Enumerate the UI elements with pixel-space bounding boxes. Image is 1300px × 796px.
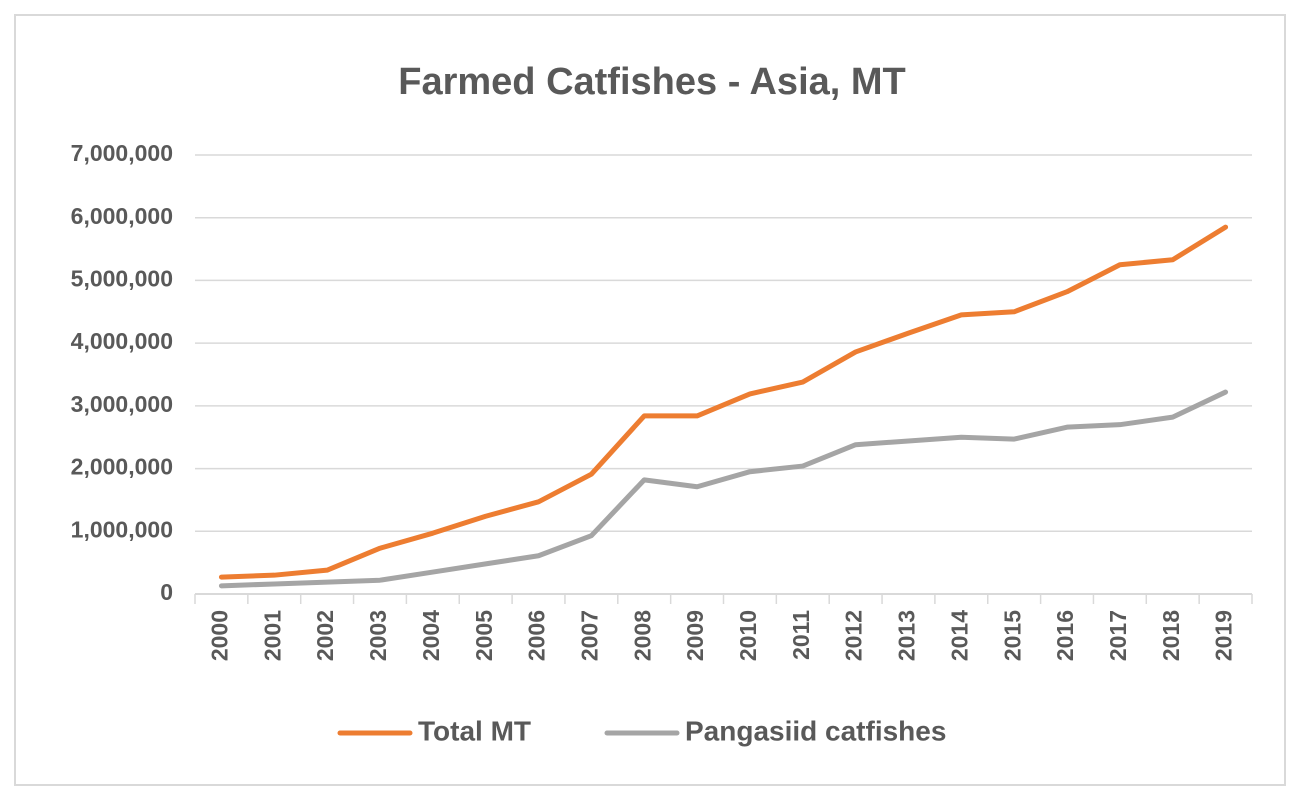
y-tick-label: 1,000,000 (71, 516, 173, 542)
x-tick-label: 2018 (1158, 610, 1184, 661)
x-tick-label: 2006 (524, 610, 550, 661)
chart-border (14, 14, 1286, 786)
y-tick-label: 0 (160, 579, 173, 605)
x-tick-label: 2009 (682, 610, 708, 661)
series-line (218, 224, 1229, 580)
x-tick-label: 2019 (1211, 610, 1237, 661)
x-tick-label: 2015 (999, 610, 1025, 661)
x-tick-label: 2013 (894, 610, 920, 661)
legend-label: Total MT (418, 715, 531, 746)
chart-title: Farmed Catfishes - Asia, MT (398, 61, 906, 103)
x-tick-label: 2003 (365, 610, 391, 661)
y-tick-label: 4,000,000 (71, 328, 173, 354)
y-tick-label: 3,000,000 (71, 391, 173, 417)
x-tick-label: 2005 (471, 610, 497, 661)
x-tick-label: 2008 (629, 610, 655, 661)
x-tick-label: 2016 (1052, 610, 1078, 661)
x-tick-label: 2002 (312, 610, 338, 661)
x-tick-label: 2017 (1105, 610, 1131, 661)
x-tick-label: 2007 (576, 610, 602, 661)
x-tick-label: 2014 (946, 610, 972, 661)
x-tick-label: 2001 (259, 610, 285, 661)
x-tick-label: 2012 (841, 610, 867, 661)
series-line (218, 389, 1229, 589)
x-tick-label: 2000 (207, 610, 233, 661)
x-tick-label: 2004 (418, 610, 444, 661)
y-tick-label: 6,000,000 (71, 203, 173, 229)
x-tick-label: 2011 (788, 610, 814, 660)
y-tick-label: 7,000,000 (71, 140, 173, 166)
x-tick-label: 2010 (735, 610, 761, 661)
y-tick-label: 5,000,000 (71, 266, 173, 292)
legend-label: Pangasiid catfishes (685, 715, 946, 746)
y-tick-label: 2,000,000 (71, 454, 173, 480)
